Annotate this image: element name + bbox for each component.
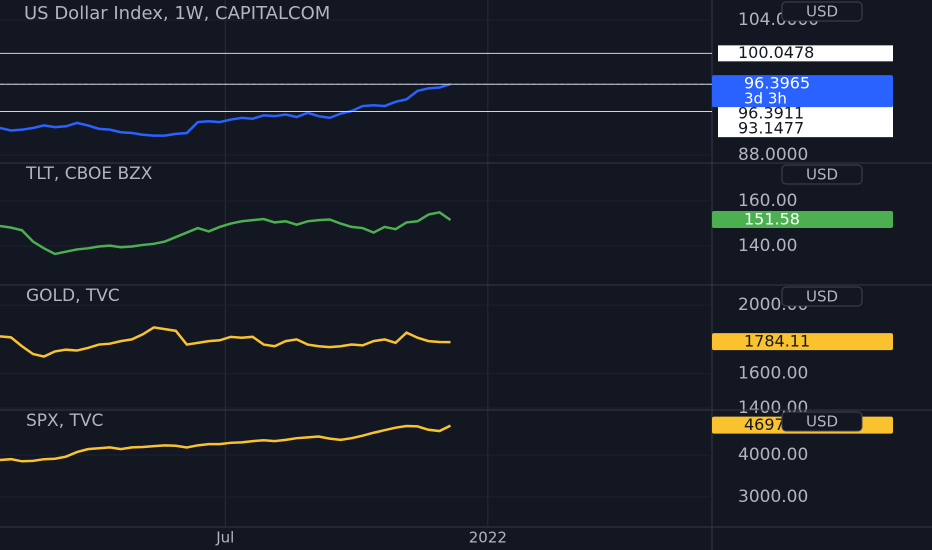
level-label: 96.3911 (738, 104, 804, 123)
last-price-label-bg (712, 210, 893, 228)
level-label-bg (718, 106, 893, 123)
price-line (0, 326, 451, 358)
last-price-label: 151.58 (744, 209, 800, 228)
pane-title: US Dollar Index, 1W, CAPITALCOM (24, 3, 330, 24)
pane-title: GOLD, TVC (26, 286, 120, 306)
y-tick-label: 140.00 (738, 236, 797, 256)
y-tick-label: 1600.00 (738, 364, 808, 384)
currency-button-bg[interactable] (781, 286, 863, 307)
level-label: 93.1477 (738, 119, 804, 138)
x-tick-label: 2022 (469, 529, 507, 547)
currency-button[interactable]: USD (806, 166, 838, 184)
currency-button-bg[interactable] (781, 411, 863, 432)
last-price-label-bg (712, 75, 893, 108)
level-label-bg (718, 121, 893, 138)
level-label-bg (718, 45, 893, 62)
currency-button[interactable]: USD (806, 288, 838, 306)
last-price-label-bg (712, 333, 893, 351)
price-line (0, 210, 452, 256)
last-price-label: 1784.11 (744, 332, 810, 351)
y-tick-label: 4000.00 (738, 445, 808, 465)
level-label: 100.0478 (738, 43, 814, 62)
price-line (0, 82, 451, 137)
last-price-label: 96.3965 (744, 74, 810, 93)
currency-button[interactable]: USD (806, 413, 838, 431)
y-tick-label: 3000.00 (738, 487, 808, 507)
y-tick-label: 88.0000 (738, 145, 808, 165)
currency-button-bg[interactable] (781, 1, 863, 22)
pane-title: SPX, TVC (26, 411, 103, 431)
currency-button[interactable]: USD (806, 3, 838, 21)
y-tick-label: 160.00 (738, 191, 797, 211)
currency-button-bg[interactable] (781, 164, 863, 185)
price-line (0, 424, 452, 463)
x-tick-label: Jul (215, 529, 234, 547)
countdown: 3d 3h (744, 90, 787, 108)
pane-title: TLT, CBOE BZX (25, 164, 153, 184)
